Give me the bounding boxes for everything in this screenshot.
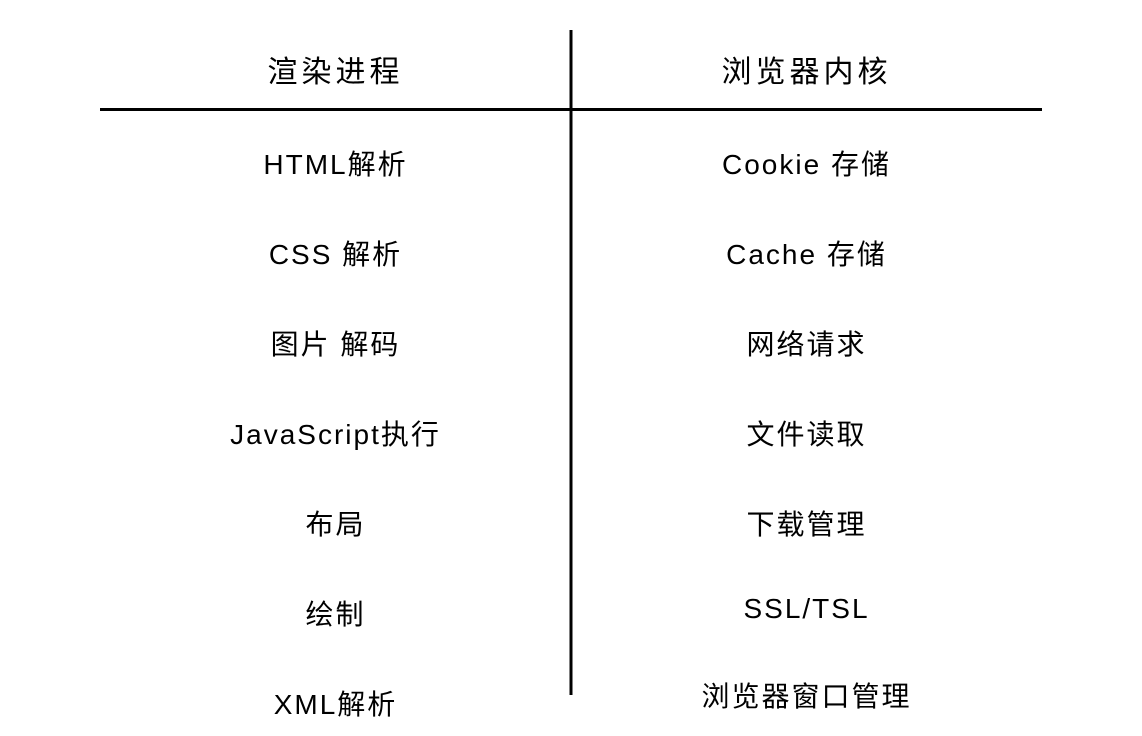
right-item: Cache 存储: [726, 233, 887, 273]
column-right: Cookie 存储 Cache 存储 网络请求 文件读取 下载管理 SSL/TS…: [571, 143, 1042, 723]
left-item: 布局: [305, 503, 365, 543]
right-item: SSL/TSL: [743, 593, 869, 625]
right-item: 网络请求: [746, 323, 866, 363]
left-item: 绘制: [305, 593, 365, 633]
vertical-divider: [570, 30, 573, 695]
right-item: Cookie 存储: [722, 143, 891, 183]
comparison-diagram: 渲染进程 浏览器内核 HTML解析 CSS 解析 图片 解码 JavaScrip…: [100, 30, 1042, 710]
right-item: 浏览器窗口管理: [701, 675, 911, 715]
left-item: CSS 解析: [269, 233, 402, 273]
header-right: 浏览器内核: [571, 30, 1042, 108]
right-item: 下载管理: [746, 503, 866, 543]
left-item: HTML解析: [263, 143, 407, 183]
horizontal-divider: [100, 108, 1042, 111]
left-item: XML解析: [274, 683, 398, 723]
left-item: 图片 解码: [271, 323, 401, 363]
header-left: 渲染进程: [100, 30, 571, 108]
right-item: 文件读取: [746, 413, 866, 453]
column-left: HTML解析 CSS 解析 图片 解码 JavaScript执行 布局 绘制 X…: [100, 143, 571, 723]
left-item: JavaScript执行: [230, 413, 441, 453]
